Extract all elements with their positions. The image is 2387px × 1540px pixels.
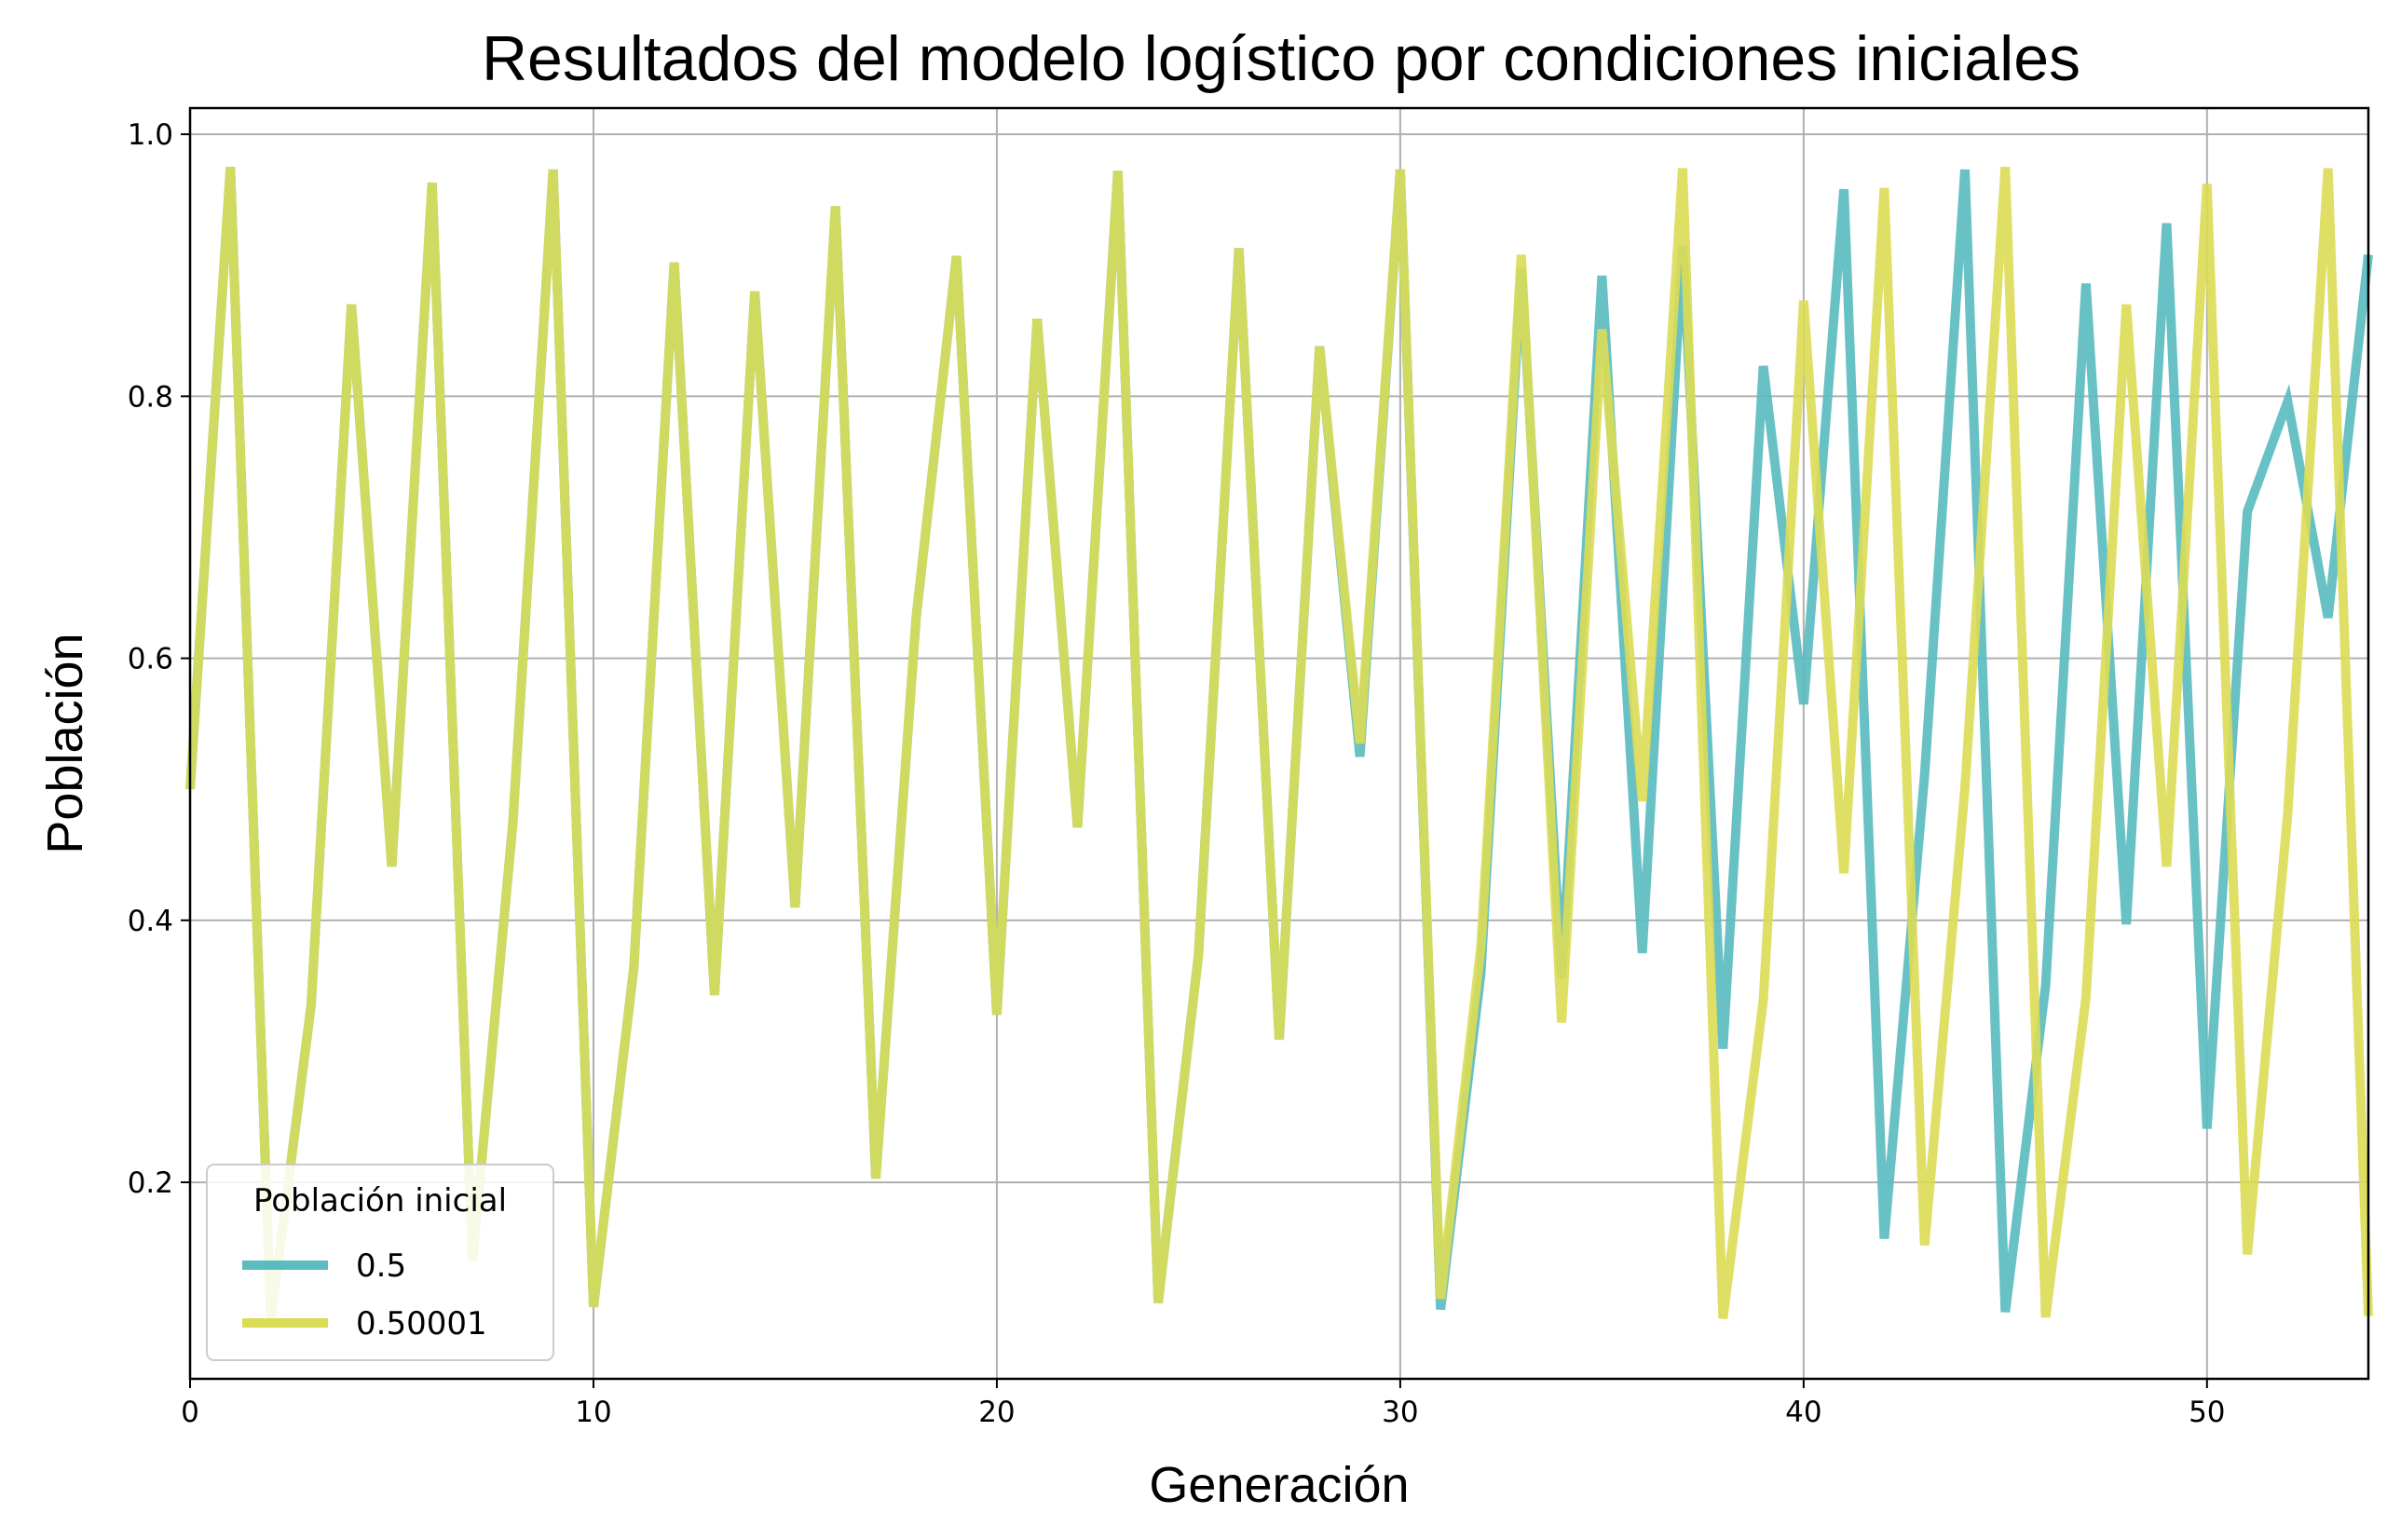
legend-label: 0.5 (356, 1247, 406, 1285)
x-tick-label: 30 (1382, 1396, 1418, 1429)
chart-title: Resultados del modelo logístico por cond… (482, 23, 2080, 94)
y-tick-label: 0.4 (128, 905, 173, 938)
legend-title: Población inicial (253, 1182, 507, 1220)
legend: Población inicial 0.5 0.50001 (206, 1164, 554, 1361)
x-axis-label: Generación (1149, 1457, 1409, 1513)
legend-box (206, 1164, 554, 1361)
y-tick-label: 1.0 (128, 118, 173, 152)
x-tick-label: 40 (1785, 1396, 1821, 1429)
x-tick-label: 50 (2189, 1396, 2225, 1429)
axis-ticks: 0 10 20 30 40 50 0.2 0.4 0.6 0.8 1.0 (128, 118, 2226, 1429)
y-tick-label: 0.6 (128, 643, 173, 676)
series-line-2 (185, 166, 2373, 1321)
y-tick-label: 0.2 (128, 1166, 173, 1200)
plot-frame (188, 106, 2370, 1381)
y-tick-label: 0.8 (128, 380, 173, 414)
x-tick-label: 20 (978, 1396, 1015, 1429)
x-tick-label: 10 (575, 1396, 611, 1429)
x-tick-label: 0 (181, 1396, 199, 1429)
legend-label: 0.50001 (356, 1305, 487, 1342)
y-axis-label: Población (37, 633, 93, 853)
series-lines (185, 166, 2373, 1321)
